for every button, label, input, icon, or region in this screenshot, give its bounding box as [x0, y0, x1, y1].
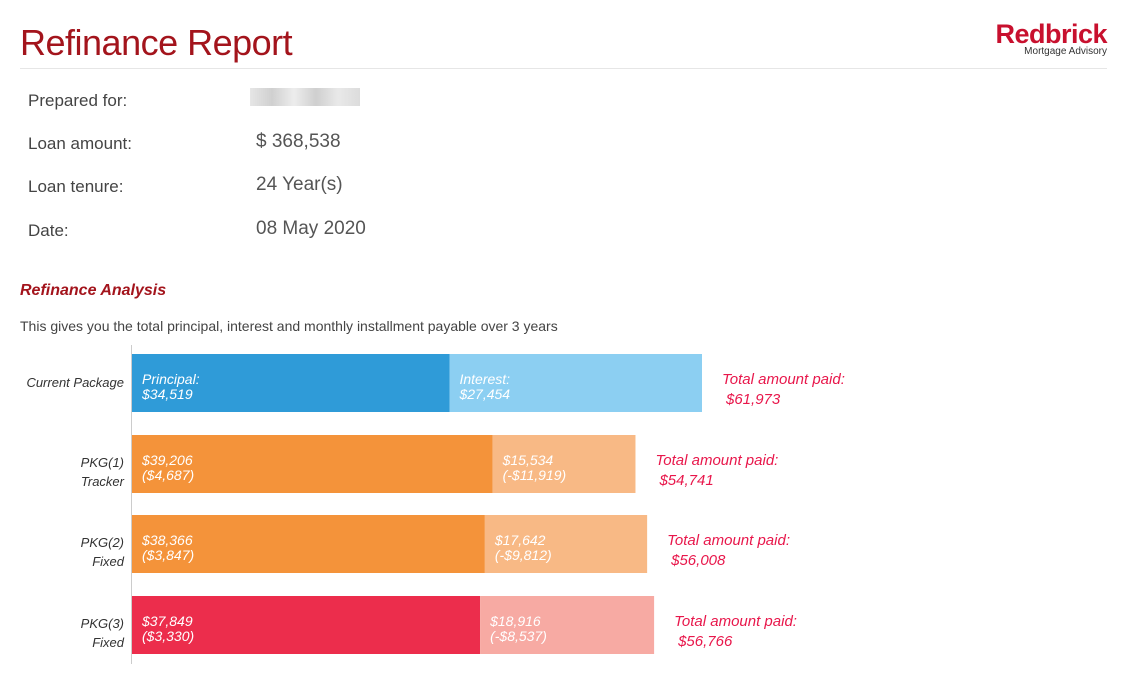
- total-amount-2: Total amount paid: $56,008: [667, 532, 790, 569]
- interest-label-2: $17,642 (-$9,812): [494, 532, 552, 563]
- principal-bar-2: [132, 515, 485, 573]
- loan-amount-label: Loan amount:: [28, 134, 132, 153]
- row-label-2: PKG(2) Fixed: [81, 535, 125, 569]
- date-value: 08 May 2020: [256, 218, 366, 239]
- principal-label-1: $39,206 ($4,687): [141, 452, 194, 483]
- row-label-3: PKG(3) Fixed: [81, 616, 125, 650]
- company-logo: Redbrick Mortgage Advisory: [995, 20, 1107, 57]
- total-amount-0: Total amount paid: $61,973: [722, 371, 845, 408]
- interest-bar-0: [449, 354, 702, 412]
- row-label-0: Current Package: [26, 375, 124, 390]
- loan-tenure-label: Loan tenure:: [28, 177, 124, 196]
- interest-label-3: $18,916 (-$8,537): [489, 613, 547, 644]
- interest-bar-3: [480, 596, 655, 654]
- header-divider: [20, 68, 1107, 69]
- interest-label-0: Interest: $27,454: [458, 371, 510, 402]
- loan-amount-value: $ 368,538: [256, 131, 341, 152]
- page-title: Refinance Report: [20, 22, 293, 63]
- loan-tenure-value: 24 Year(s): [256, 174, 343, 195]
- prepared-for-label: Prepared for:: [28, 91, 128, 110]
- total-amount-1: Total amount paid: $54,741: [655, 452, 778, 489]
- principal-bar-0: [132, 354, 450, 412]
- principal-bar-1: [132, 435, 493, 493]
- logo-subtitle: Mortgage Advisory: [1024, 46, 1107, 57]
- interest-bar-1: [492, 435, 636, 493]
- principal-label-0: Principal: $34,519: [141, 371, 200, 402]
- interest-label-1: $15,534 (-$11,919): [502, 452, 567, 483]
- redacted-name: [250, 88, 360, 106]
- row-label-1: PKG(1) Tracker: [81, 455, 125, 489]
- principal-bar-3: [132, 596, 481, 654]
- logo-brand: Redbrick: [995, 19, 1107, 49]
- total-amount-3: Total amount paid: $56,766: [674, 613, 797, 650]
- interest-bar-2: [484, 515, 648, 573]
- date-label: Date:: [28, 221, 69, 240]
- principal-label-2: $38,366 ($3,847): [141, 532, 194, 563]
- principal-label-3: $37,849 ($3,330): [141, 613, 194, 644]
- section-title: Refinance Analysis: [20, 282, 167, 299]
- section-description: This gives you the total principal, inte…: [20, 318, 558, 334]
